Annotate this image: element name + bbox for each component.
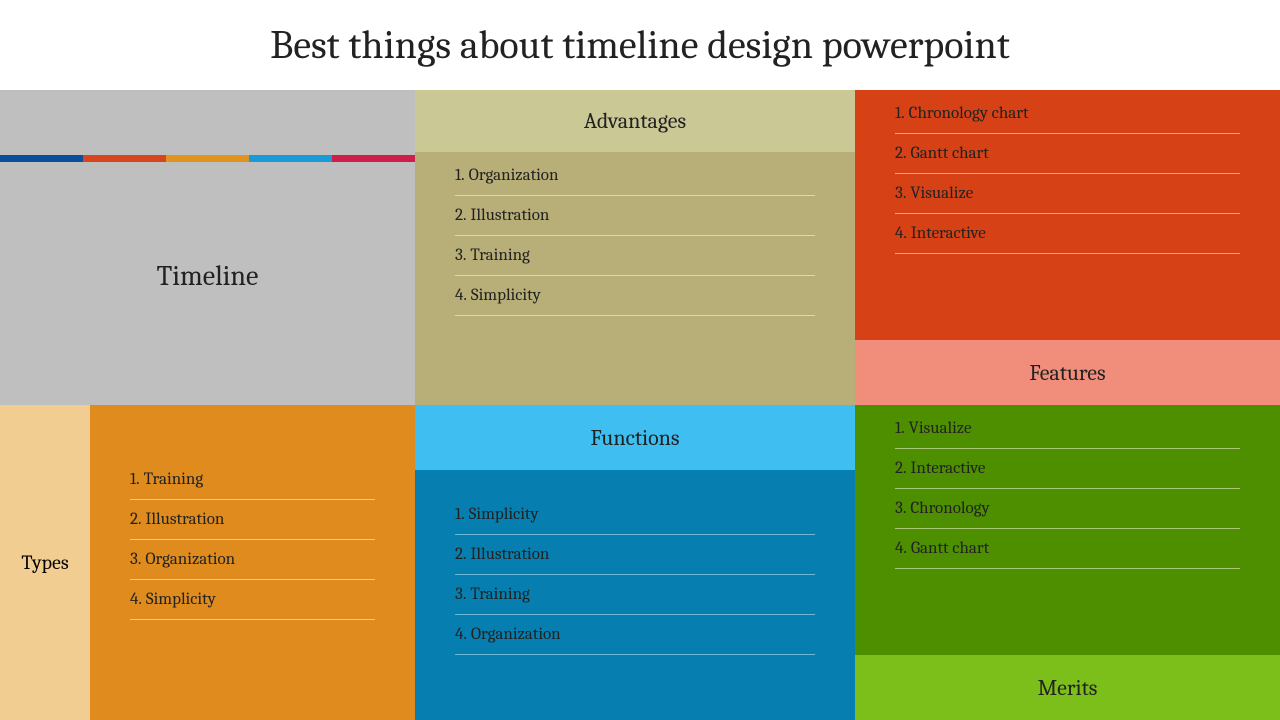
features-list: 1.Chronology chart 2.Gantt chart 3.Visua…: [855, 90, 1280, 340]
types-panel: Types 1.Training 2.Illustration 3.Organi…: [0, 405, 415, 720]
item-label: Training: [470, 585, 530, 604]
stripe-seg-5: [332, 155, 415, 162]
stripe-seg-2: [83, 155, 166, 162]
list-item: 4.Interactive: [895, 214, 1240, 254]
list-item: 2.Illustration: [455, 535, 815, 575]
list-item: 4.Gantt chart: [895, 529, 1240, 569]
item-label: Organization: [471, 625, 561, 644]
list-item: 1.Chronology chart: [895, 94, 1240, 134]
slide: Best things about timeline design powerp…: [0, 0, 1280, 720]
item-label: Simplicity: [471, 286, 541, 305]
list-item: 4.Organization: [455, 615, 815, 655]
item-label: Simplicity: [146, 590, 216, 609]
item-label: Gantt chart: [911, 144, 989, 163]
list-item: 3.Visualize: [895, 174, 1240, 214]
functions-list: 1.Simplicity 2.Illustration 3.Training 4…: [415, 470, 855, 720]
list-item: 2.Illustration: [455, 196, 815, 236]
advantages-header: Advantages: [415, 90, 855, 152]
list-item: 3.Training: [455, 575, 815, 615]
functions-panel: Functions 1.Simplicity 2.Illustration 3.…: [415, 405, 855, 720]
item-label: Visualize: [909, 419, 972, 438]
timeline-top-bar: [0, 90, 415, 155]
functions-header: Functions: [415, 405, 855, 470]
item-label: Illustration: [471, 545, 550, 564]
list-item: 3.Training: [455, 236, 815, 276]
list-item: 2.Gantt chart: [895, 134, 1240, 174]
list-item: 1.Visualize: [895, 409, 1240, 449]
item-label: Gantt chart: [911, 539, 989, 558]
item-label: Illustration: [146, 510, 225, 529]
item-label: Training: [144, 470, 204, 489]
list-item: 4.Simplicity: [455, 276, 815, 316]
timeline-stripe: [0, 155, 415, 162]
item-label: Chronology chart: [909, 104, 1029, 123]
item-label: Organization: [469, 166, 559, 185]
list-item: 2.Illustration: [130, 500, 375, 540]
list-item: 4.Simplicity: [130, 580, 375, 620]
merits-panel: 1.Visualize 2.Interactive 3.Chronology 4…: [855, 405, 1280, 720]
item-label: Chronology: [910, 499, 989, 518]
features-panel: 1.Chronology chart 2.Gantt chart 3.Visua…: [855, 90, 1280, 405]
item-label: Interactive: [911, 224, 986, 243]
list-item: 1.Training: [130, 460, 375, 500]
list-item: 1.Organization: [455, 156, 815, 196]
item-label: Training: [470, 246, 530, 265]
merits-list: 1.Visualize 2.Interactive 3.Chronology 4…: [855, 405, 1280, 655]
list-item: 3.Organization: [130, 540, 375, 580]
timeline-label: Timeline: [0, 162, 415, 405]
item-label: Simplicity: [469, 505, 539, 524]
timeline-panel: Timeline: [0, 90, 415, 405]
stripe-seg-3: [166, 155, 249, 162]
list-item: 2.Interactive: [895, 449, 1240, 489]
types-header: Types: [0, 405, 90, 720]
merits-header: Merits: [855, 655, 1280, 720]
advantages-panel: Advantages 1.Organization 2.Illustration…: [415, 90, 855, 405]
slide-title: Best things about timeline design powerp…: [0, 0, 1280, 90]
list-item: 3.Chronology: [895, 489, 1240, 529]
item-label: Illustration: [471, 206, 550, 225]
content-grid: Timeline Advantages 1.Organization 2.Ill…: [0, 90, 1280, 720]
list-item: 1.Simplicity: [455, 495, 815, 535]
item-label: Visualize: [910, 184, 973, 203]
item-label: Organization: [145, 550, 235, 569]
types-list: 1.Training 2.Illustration 3.Organization…: [90, 405, 415, 720]
features-header: Features: [855, 340, 1280, 405]
stripe-seg-1: [0, 155, 83, 162]
stripe-seg-4: [249, 155, 332, 162]
advantages-list: 1.Organization 2.Illustration 3.Training…: [415, 152, 855, 405]
item-label: Interactive: [911, 459, 986, 478]
